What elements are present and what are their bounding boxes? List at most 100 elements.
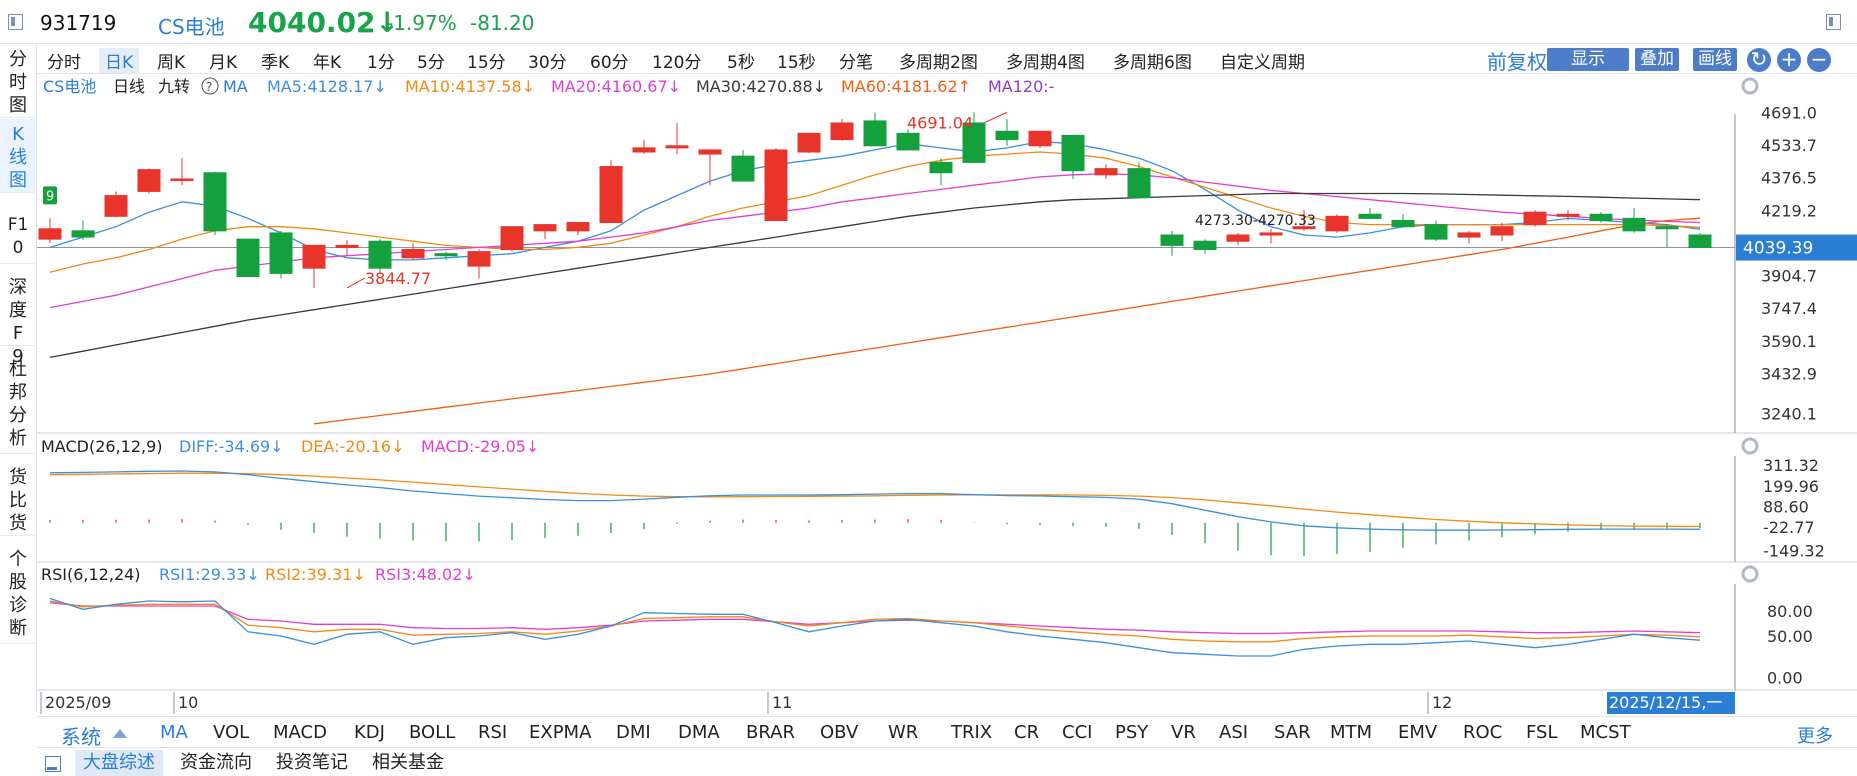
tab-market-overview[interactable]: 大盘综述 (75, 750, 163, 776)
indicator-dmi[interactable]: DMI (616, 722, 651, 743)
rsi-tick-label: 0.00 (1767, 669, 1803, 688)
candle-body (500, 226, 524, 251)
indicator-vr[interactable]: VR (1171, 722, 1196, 743)
indicator-fsl[interactable]: FSL (1526, 722, 1558, 743)
period-15min[interactable]: 15分 (467, 53, 506, 73)
legend-diff: DIFF:-34.69↓ (179, 437, 284, 456)
tab-investment-notes[interactable]: 投资笔记 (276, 752, 348, 773)
rsi-tick-label: 80.00 (1767, 602, 1813, 621)
period-120min[interactable]: 120分 (652, 53, 702, 73)
indicator-expma[interactable]: EXPMA (529, 722, 592, 743)
candle-body (368, 240, 392, 269)
high-price-label: 4691.04 (907, 113, 973, 132)
candle-body (1622, 217, 1646, 232)
main-legend: CS电池 日线 九转 ? MA MA5:4128.17↓ MA10:4137.5… (43, 77, 1054, 96)
panel-collapse-icon[interactable] (45, 756, 61, 772)
macd-settings-icon[interactable] (1741, 437, 1759, 455)
draw-line-button[interactable]: 画线 (1693, 48, 1737, 71)
indicator-obv[interactable]: OBV (820, 722, 859, 743)
panel-toggle-icon[interactable] (1826, 14, 1841, 30)
indicator-dma[interactable]: DMA (678, 722, 720, 743)
period-15sec[interactable]: 15秒 (777, 53, 816, 73)
candle-body (698, 149, 722, 155)
macd-title: MACD(26,12,9) (41, 437, 163, 456)
indicator-boll[interactable]: BOLL (409, 722, 456, 743)
ma30-line (49, 192, 1701, 359)
indicator-sar[interactable]: SAR (1274, 722, 1311, 743)
period-30min[interactable]: 30分 (528, 53, 567, 73)
period-60min[interactable]: 60分 (590, 53, 629, 73)
candle-body (995, 130, 1019, 141)
candle-body (665, 145, 689, 149)
refresh-icon[interactable]: ↻ (1747, 48, 1771, 72)
more-indicators-button[interactable]: 更多 (1797, 726, 1833, 747)
main-settings-icon[interactable] (1741, 77, 1759, 95)
candle-body (599, 166, 623, 224)
indicator-wr[interactable]: WR (888, 722, 919, 743)
candle-body (929, 161, 953, 174)
legend-ma20: MA20:4160.67↓ (551, 77, 681, 96)
indicator-vol[interactable]: VOL (213, 722, 250, 743)
chevron-up-icon[interactable] (113, 729, 127, 738)
legend-rsi3: RSI3:48.02↓ (375, 565, 476, 584)
indicator-kdj[interactable]: KDJ (354, 722, 385, 743)
tab-diagnosis[interactable]: 个股诊断 (0, 544, 36, 644)
period-multi4[interactable]: 多周期4图 (1006, 53, 1085, 73)
indicator-emv[interactable]: EMV (1398, 722, 1438, 743)
candle-body (896, 132, 920, 151)
tab-compare[interactable]: 货比货 (0, 462, 36, 536)
tab-depth-f9[interactable]: 深度F9 (0, 272, 36, 367)
zoom-out-icon[interactable]: − (1807, 48, 1831, 72)
indicator-macd[interactable]: MACD (273, 722, 327, 743)
candle-body (1490, 226, 1514, 236)
rsi-legend: RSI(6,12,24) RSI1:29.33↓ RSI2:39.31↓ RSI… (41, 565, 476, 584)
period-multi6[interactable]: 多周期6图 (1113, 53, 1192, 73)
period-quarterly[interactable]: 季K (261, 53, 290, 73)
indicator-psy[interactable]: PSY (1115, 722, 1149, 743)
system-dropdown[interactable]: 系统 (61, 725, 101, 749)
tab-related-funds[interactable]: 相关基金 (372, 752, 444, 773)
indicator-ma[interactable]: MA (160, 722, 188, 743)
tab-f10[interactable]: F10 (0, 212, 36, 264)
period-multi2[interactable]: 多周期2图 (899, 53, 978, 73)
period-custom[interactable]: 自定义周期 (1220, 53, 1305, 73)
indicator-mcst[interactable]: MCST (1580, 722, 1631, 743)
period-monthly[interactable]: 月K (209, 53, 238, 73)
indicator-cr[interactable]: CR (1014, 722, 1040, 743)
rsi-settings-icon[interactable] (1741, 565, 1759, 583)
help-icon[interactable] (201, 77, 219, 95)
indicator-brar[interactable]: BRAR (746, 722, 795, 743)
adjust-dropdown[interactable]: 前复权 (1487, 50, 1547, 74)
tab-intraday[interactable]: 分时图 (0, 44, 36, 118)
stock-name[interactable]: CS电池 (158, 15, 225, 39)
zoom-in-icon[interactable]: + (1777, 48, 1801, 72)
indicator-roc[interactable]: ROC (1463, 722, 1503, 743)
period-intraday[interactable]: 分时 (47, 53, 81, 73)
indicator-mtm[interactable]: MTM (1330, 722, 1373, 743)
indicator-asi[interactable]: ASI (1219, 722, 1249, 743)
kline-chart[interactable]: CS电池 日线 九转 ? MA MA5:4128.17↓ MA10:4137.5… (37, 74, 1857, 716)
indicator-rsi[interactable]: RSI (478, 722, 508, 743)
macd-tick-label: 311.32 (1763, 456, 1819, 475)
candle-body (401, 249, 425, 259)
indicator-trix[interactable]: TRIX (951, 722, 993, 743)
period-5min[interactable]: 5分 (417, 53, 445, 73)
price-tick-label: 3432.9 (1761, 364, 1817, 383)
indicator-cci[interactable]: CCI (1062, 722, 1093, 743)
rsi-title: RSI(6,12,24) (41, 565, 141, 584)
candle-body (731, 155, 755, 182)
period-yearly[interactable]: 年K (313, 53, 342, 73)
sidebar-toggle-icon[interactable] (8, 14, 23, 30)
legend-ma120: MA120:- (988, 77, 1054, 96)
tab-kline[interactable]: K线图 (0, 119, 36, 193)
period-1min[interactable]: 1分 (367, 53, 395, 73)
price-tick-label: 4376.5 (1761, 169, 1817, 188)
tab-dupont[interactable]: 杜邦分析 (0, 354, 36, 454)
overlay-button[interactable]: 叠加 (1635, 48, 1679, 71)
tab-fund-flow[interactable]: 资金流向 (180, 752, 252, 773)
period-weekly[interactable]: 周K (157, 53, 186, 73)
period-5sec[interactable]: 5秒 (727, 53, 755, 73)
period-tick[interactable]: 分笔 (839, 53, 873, 73)
period-daily[interactable]: 日K (99, 48, 140, 73)
display-button[interactable]: 显示 (1547, 48, 1629, 71)
